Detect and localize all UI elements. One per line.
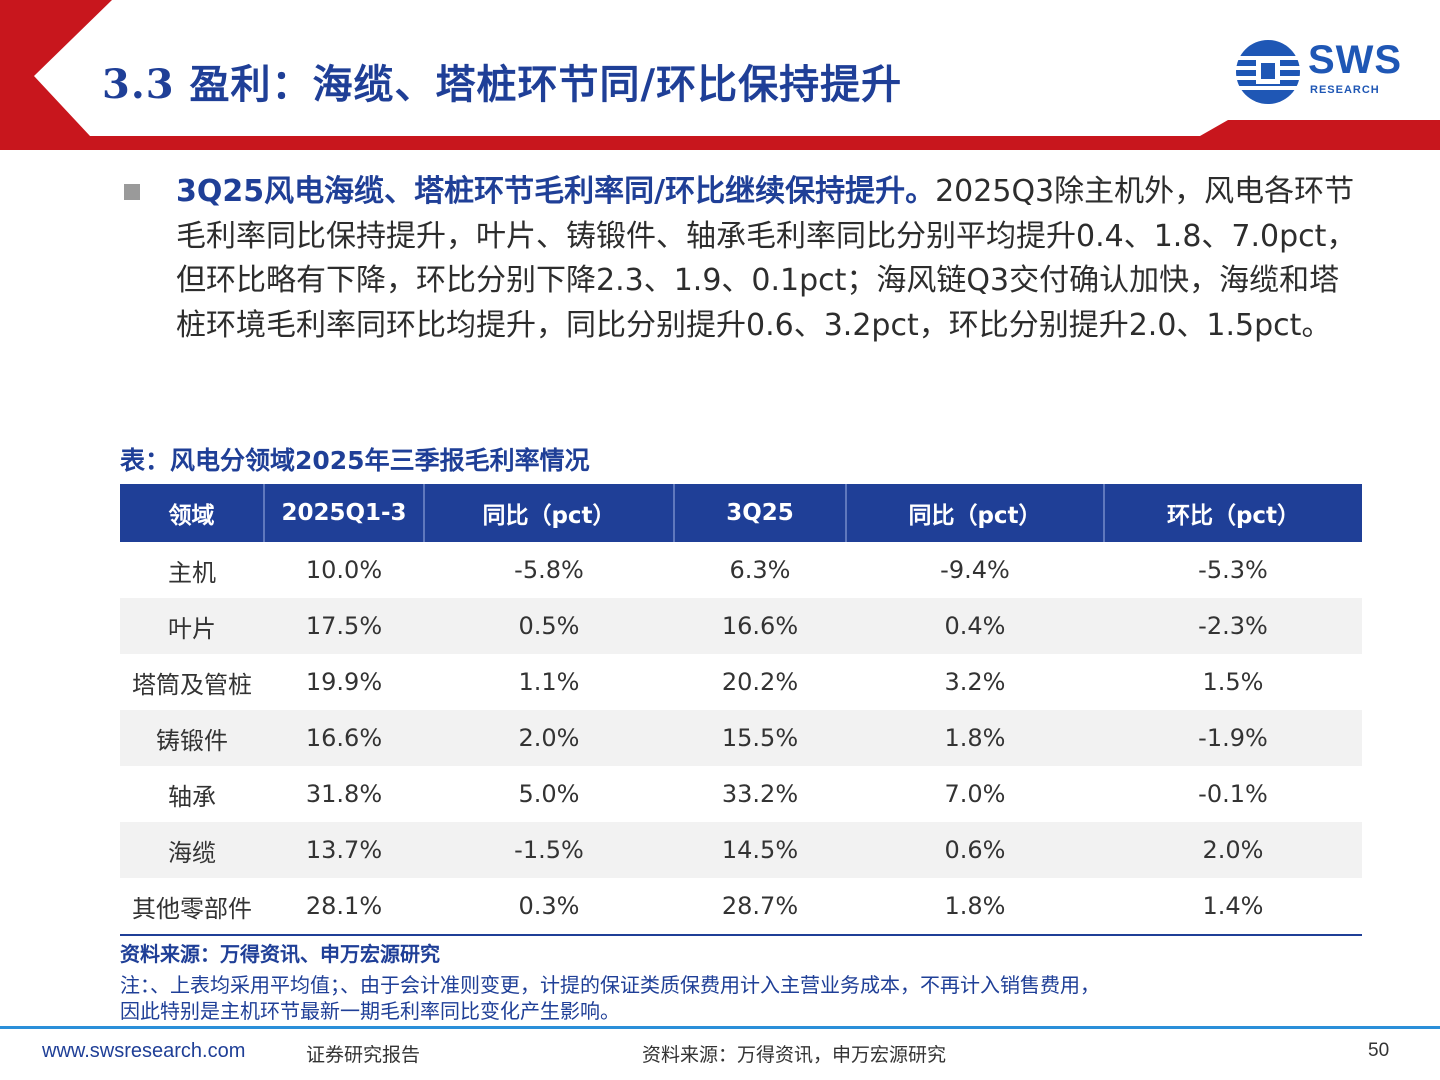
footer-divider [0, 1026, 1440, 1029]
table-cell: 5.0% [424, 766, 674, 822]
table-cell: 0.6% [846, 822, 1104, 878]
summary-body: 2025Q3除主机外，风电各环节毛利率同比保持提升，叶片、铸锻件、轴承毛利率同比… [176, 174, 1357, 343]
table-row: 轴承 31.8% 5.0% 33.2% 7.0% -0.1% [120, 766, 1362, 822]
table-cell: -2.3% [1104, 598, 1362, 654]
table-cell: -9.4% [846, 542, 1104, 598]
table-cell: 15.5% [674, 710, 846, 766]
page-title: 3.3 盈利：海缆、塔桩环节同/环比保持提升 [102, 61, 903, 108]
table-cell: 2.0% [1104, 822, 1362, 878]
table-cell: 0.4% [846, 598, 1104, 654]
footer-source: 资料来源：万得资讯，申万宏源研究 [642, 1044, 947, 1066]
table-bottom-rule [120, 934, 1362, 936]
table-cell: -0.1% [1104, 766, 1362, 822]
table-cell: 1.4% [1104, 878, 1362, 934]
column-header: 3Q25 [673, 484, 846, 542]
table-cell: 1.1% [424, 654, 674, 710]
table-row: 叶片 17.5% 0.5% 16.6% 0.4% -2.3% [120, 598, 1362, 654]
table-cell: 轴承 [120, 766, 264, 822]
summary-paragraph: 3Q25风电海缆、塔桩环节毛利率同/环比继续保持提升。2025Q3除主机外，风电… [176, 170, 1366, 348]
table-row: 铸锻件 16.6% 2.0% 15.5% 1.8% -1.9% [120, 710, 1362, 766]
table-cell: 17.5% [264, 598, 424, 654]
table-cell: -1.5% [424, 822, 674, 878]
table-cell: 16.6% [674, 598, 846, 654]
table-cell: 0.3% [424, 878, 674, 934]
table-cell: 10.0% [264, 542, 424, 598]
table-cell: 13.7% [264, 822, 424, 878]
table-cell: -5.3% [1104, 542, 1362, 598]
globe-icon [1234, 40, 1302, 104]
table-cell: 铸锻件 [120, 710, 264, 766]
column-header: 环比（pct） [1103, 484, 1362, 542]
table-cell: 6.3% [674, 542, 846, 598]
table-header-row: 领域 2025Q1-3 同比（pct） 3Q25 同比（pct） 环比（pct） [120, 484, 1362, 542]
table-cell: 1.5% [1104, 654, 1362, 710]
page-number: 50 [1368, 1040, 1390, 1061]
summary-lead: 3Q25风电海缆、塔桩环节毛利率同/环比继续保持提升。 [176, 174, 936, 209]
table-cell: 14.5% [674, 822, 846, 878]
header-band: 3.3 盈利：海缆、塔桩环节同/环比保持提升 SWS RESEARCH [0, 0, 1440, 150]
table-cell: -5.8% [424, 542, 674, 598]
table-cell: 28.1% [264, 878, 424, 934]
table-row: 海缆 13.7% -1.5% 14.5% 0.6% 2.0% [120, 822, 1362, 878]
table-cell: 2.0% [424, 710, 674, 766]
column-header: 领域 [120, 484, 264, 542]
table-row: 主机 10.0% -5.8% 6.3% -9.4% -5.3% [120, 542, 1362, 598]
footer-website-link[interactable]: www.swsresearch.com [42, 1040, 246, 1062]
table-cell: 其他零部件 [120, 878, 264, 934]
column-header: 同比（pct） [423, 484, 674, 542]
table-cell: 20.2% [674, 654, 846, 710]
table-note-line-1: 注：、上表均采用平均值；、由于会计准则变更，计提的保证类质保费用计入主营业务成本… [120, 973, 1100, 997]
table-cell: 1.8% [846, 710, 1104, 766]
table-caption: 表：风电分领域2025年三季报毛利率情况 [120, 446, 590, 475]
table-cell: -1.9% [1104, 710, 1362, 766]
table-cell: 海缆 [120, 822, 264, 878]
table-cell: 3.2% [846, 654, 1104, 710]
gross-margin-table: 领域 2025Q1-3 同比（pct） 3Q25 同比（pct） 环比（pct）… [120, 484, 1362, 934]
logo-text: SWS [1308, 38, 1403, 82]
table-cell: 主机 [120, 542, 264, 598]
table-cell: 28.7% [674, 878, 846, 934]
table-cell: 塔筒及管桩 [120, 654, 264, 710]
table-cell: 0.5% [424, 598, 674, 654]
column-header: 同比（pct） [845, 484, 1104, 542]
sws-logo: SWS RESEARCH [1232, 38, 1412, 106]
table-source: 资料来源：万得资讯、申万宏源研究 [120, 942, 440, 966]
table-cell: 33.2% [674, 766, 846, 822]
table-note-line-2: 因此特别是主机环节最新一期毛利率同比变化产生影响。 [120, 999, 620, 1023]
bullet-square-icon [124, 184, 140, 200]
table-cell: 16.6% [264, 710, 424, 766]
table-cell: 7.0% [846, 766, 1104, 822]
column-header: 2025Q1-3 [263, 484, 424, 542]
table-cell: 19.9% [264, 654, 424, 710]
footer-report-type: 证券研究报告 [306, 1044, 421, 1066]
header-band-shape [0, 0, 1440, 150]
table-cell: 叶片 [120, 598, 264, 654]
table-cell: 31.8% [264, 766, 424, 822]
table-row: 塔筒及管桩 19.9% 1.1% 20.2% 3.2% 1.5% [120, 654, 1362, 710]
logo-subtext: RESEARCH [1310, 84, 1380, 96]
table-cell: 1.8% [846, 878, 1104, 934]
table-row: 其他零部件 28.1% 0.3% 28.7% 1.8% 1.4% [120, 878, 1362, 934]
